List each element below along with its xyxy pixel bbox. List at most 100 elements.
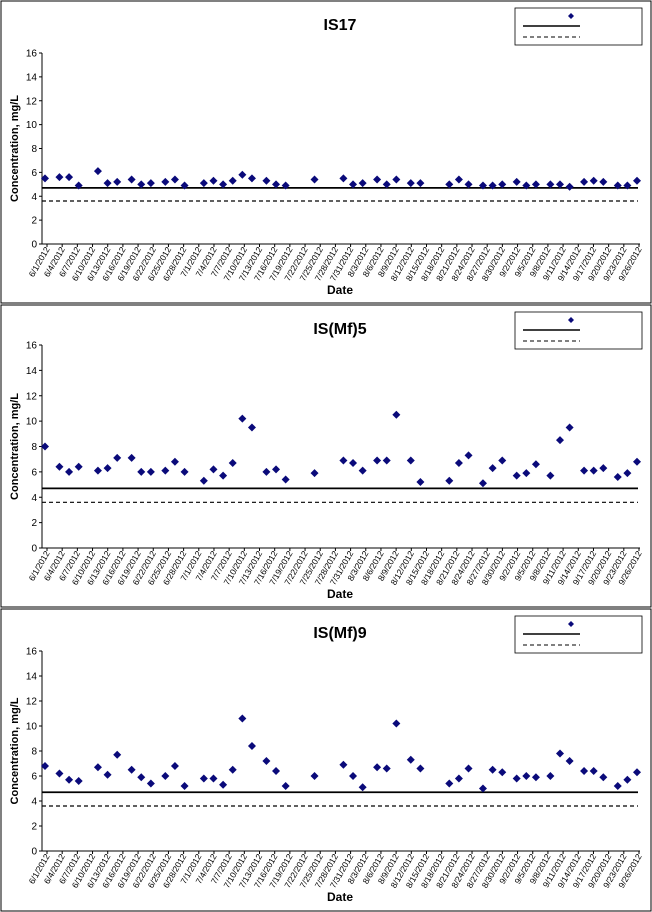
data-point bbox=[546, 180, 555, 189]
data-point bbox=[416, 179, 425, 188]
data-point bbox=[623, 469, 632, 478]
data-point bbox=[478, 784, 487, 793]
data-point bbox=[339, 174, 348, 183]
data-point bbox=[382, 456, 391, 465]
y-tick-label: 2 bbox=[31, 518, 37, 529]
data-point bbox=[127, 175, 136, 184]
y-tick-label: 12 bbox=[26, 96, 38, 107]
data-point bbox=[310, 469, 319, 478]
data-point bbox=[416, 764, 425, 773]
y-tick-label: 4 bbox=[31, 192, 37, 203]
data-point bbox=[161, 466, 170, 475]
data-point bbox=[349, 458, 358, 467]
y-tick-label: 14 bbox=[26, 72, 38, 83]
x-axis-label: Date bbox=[327, 890, 353, 904]
data-point bbox=[392, 410, 401, 419]
data-point bbox=[161, 177, 170, 186]
data-point bbox=[349, 772, 358, 780]
data-point bbox=[522, 469, 531, 478]
y-axis-label: Concentration, mg/L bbox=[9, 393, 21, 500]
data-point bbox=[454, 458, 463, 467]
y-tick-label: 10 bbox=[26, 120, 38, 131]
data-point bbox=[272, 767, 281, 775]
y-tick-label: 6 bbox=[31, 772, 37, 783]
data-point bbox=[599, 177, 608, 186]
y-axis-label: Concentration, mg/L bbox=[9, 95, 21, 202]
data-point bbox=[93, 167, 102, 176]
data-point bbox=[103, 179, 112, 188]
data-point bbox=[406, 755, 415, 764]
data-point bbox=[522, 181, 531, 190]
data-point bbox=[228, 765, 237, 774]
data-point bbox=[238, 714, 247, 723]
data-point bbox=[599, 464, 608, 473]
data-point bbox=[209, 774, 218, 783]
data-point bbox=[262, 176, 271, 185]
y-tick-label: 16 bbox=[26, 341, 38, 352]
data-point bbox=[41, 174, 49, 183]
chart-title: IS(Mf)9 bbox=[313, 625, 366, 642]
data-point bbox=[498, 180, 507, 189]
data-point bbox=[310, 175, 319, 184]
data-point bbox=[464, 764, 473, 773]
legend-marker bbox=[568, 317, 574, 323]
data-point bbox=[445, 779, 454, 788]
data-point bbox=[65, 173, 74, 182]
x-axis-label: Date bbox=[327, 587, 353, 601]
chart-title: IS(Mf)5 bbox=[313, 321, 366, 338]
data-point bbox=[113, 750, 122, 759]
data-point bbox=[633, 176, 641, 185]
data-point bbox=[512, 177, 521, 186]
y-tick-label: 6 bbox=[31, 467, 37, 478]
x-axis-label: Date bbox=[327, 283, 353, 297]
data-point bbox=[522, 772, 531, 780]
data-point bbox=[247, 423, 256, 432]
data-point bbox=[358, 466, 367, 475]
data-point bbox=[382, 180, 391, 189]
data-point bbox=[488, 765, 497, 774]
y-tick-label: 12 bbox=[26, 697, 38, 708]
data-point bbox=[613, 782, 622, 790]
chart-title: IS17 bbox=[324, 17, 357, 34]
data-point bbox=[589, 176, 598, 185]
y-tick-label: 14 bbox=[26, 366, 38, 377]
y-tick-label: 12 bbox=[26, 391, 38, 402]
data-point bbox=[565, 182, 574, 191]
data-point bbox=[531, 773, 540, 782]
data-point bbox=[599, 773, 608, 782]
y-tick-label: 8 bbox=[31, 144, 37, 155]
data-point bbox=[74, 181, 83, 190]
data-point bbox=[565, 423, 574, 432]
data-point bbox=[113, 453, 122, 462]
data-point bbox=[65, 775, 74, 784]
data-point bbox=[580, 177, 589, 186]
data-point bbox=[262, 757, 271, 765]
panel-frame bbox=[0, 304, 652, 608]
data-point bbox=[310, 772, 319, 780]
data-point bbox=[281, 181, 290, 190]
data-point bbox=[454, 774, 463, 783]
data-point bbox=[555, 436, 564, 445]
data-point bbox=[373, 175, 382, 184]
data-point bbox=[358, 179, 367, 188]
data-point bbox=[580, 767, 589, 775]
data-point bbox=[180, 467, 189, 476]
data-point bbox=[55, 462, 64, 471]
data-point bbox=[373, 456, 382, 465]
data-point bbox=[464, 451, 473, 460]
data-point bbox=[464, 180, 473, 189]
y-tick-label: 8 bbox=[31, 747, 37, 758]
panel-frame bbox=[0, 608, 652, 912]
data-point bbox=[180, 181, 189, 190]
data-point bbox=[199, 179, 208, 188]
data-point bbox=[589, 466, 598, 475]
data-point bbox=[281, 475, 290, 484]
data-point bbox=[137, 180, 146, 189]
y-tick-label: 16 bbox=[26, 647, 38, 658]
data-point bbox=[65, 467, 74, 476]
data-point bbox=[272, 465, 281, 474]
